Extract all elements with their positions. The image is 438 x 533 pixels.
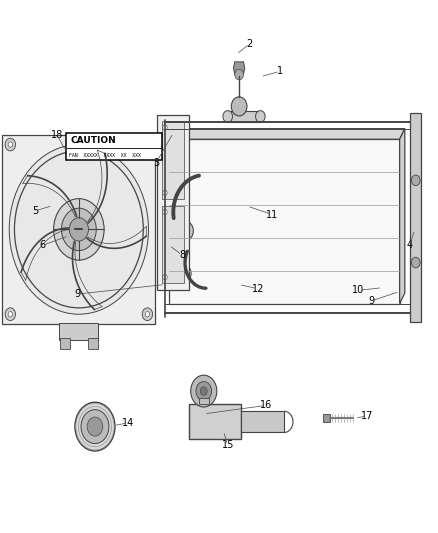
Circle shape bbox=[163, 190, 167, 196]
Bar bbox=[174, 116, 187, 126]
Circle shape bbox=[75, 402, 115, 451]
Circle shape bbox=[81, 410, 109, 443]
Circle shape bbox=[8, 142, 13, 147]
Polygon shape bbox=[233, 62, 245, 75]
Bar bbox=[410, 113, 421, 322]
Text: 5: 5 bbox=[32, 206, 39, 216]
Text: 18: 18 bbox=[51, 130, 63, 140]
Text: 3: 3 bbox=[153, 158, 159, 168]
Text: 11: 11 bbox=[266, 209, 278, 220]
Circle shape bbox=[191, 375, 217, 407]
Text: FAN  XXXXX  XXXX  XX  XXX: FAN XXXXX XXXX XX XXX bbox=[69, 153, 141, 158]
Circle shape bbox=[235, 69, 244, 80]
Text: 4: 4 bbox=[406, 240, 413, 251]
Bar bbox=[162, 206, 184, 284]
Text: 12: 12 bbox=[252, 284, 265, 294]
Circle shape bbox=[231, 97, 247, 116]
Text: 14: 14 bbox=[121, 418, 134, 428]
Circle shape bbox=[178, 221, 193, 240]
Circle shape bbox=[411, 175, 420, 185]
Bar bbox=[157, 115, 188, 290]
Polygon shape bbox=[169, 128, 405, 139]
Bar bbox=[241, 411, 284, 432]
Polygon shape bbox=[188, 405, 241, 439]
Circle shape bbox=[9, 144, 148, 314]
Bar bbox=[60, 337, 70, 349]
Circle shape bbox=[5, 138, 15, 151]
Circle shape bbox=[163, 274, 167, 280]
Circle shape bbox=[87, 417, 103, 436]
Text: 1: 1 bbox=[277, 67, 283, 76]
Circle shape bbox=[163, 125, 167, 130]
Text: CAUTION: CAUTION bbox=[71, 136, 117, 145]
Polygon shape bbox=[399, 128, 405, 304]
Circle shape bbox=[61, 208, 96, 251]
Circle shape bbox=[163, 209, 167, 215]
Circle shape bbox=[196, 382, 212, 401]
Bar bbox=[88, 337, 98, 349]
Text: 15: 15 bbox=[222, 440, 234, 450]
Circle shape bbox=[411, 257, 420, 268]
Circle shape bbox=[223, 111, 233, 122]
Circle shape bbox=[5, 308, 15, 320]
Circle shape bbox=[177, 265, 191, 282]
Circle shape bbox=[142, 308, 152, 320]
Circle shape bbox=[53, 199, 104, 260]
Text: 9: 9 bbox=[74, 289, 81, 299]
Circle shape bbox=[145, 312, 150, 317]
Text: 16: 16 bbox=[260, 400, 272, 410]
Bar bbox=[66, 133, 162, 160]
Text: 8: 8 bbox=[179, 250, 185, 260]
Circle shape bbox=[255, 111, 265, 122]
Bar bbox=[198, 398, 209, 405]
Text: 9: 9 bbox=[368, 296, 374, 306]
Bar bbox=[228, 111, 260, 122]
Bar bbox=[162, 121, 184, 199]
Text: 17: 17 bbox=[361, 411, 373, 421]
Circle shape bbox=[8, 312, 13, 317]
Circle shape bbox=[69, 217, 88, 241]
Bar bbox=[3, 135, 155, 324]
Circle shape bbox=[142, 138, 152, 151]
Text: 6: 6 bbox=[40, 240, 46, 251]
Bar bbox=[59, 322, 99, 340]
Circle shape bbox=[200, 387, 207, 395]
Text: 2: 2 bbox=[246, 39, 253, 49]
Bar bbox=[322, 414, 330, 422]
Text: 10: 10 bbox=[352, 285, 364, 295]
Circle shape bbox=[145, 142, 150, 147]
Polygon shape bbox=[169, 139, 399, 304]
